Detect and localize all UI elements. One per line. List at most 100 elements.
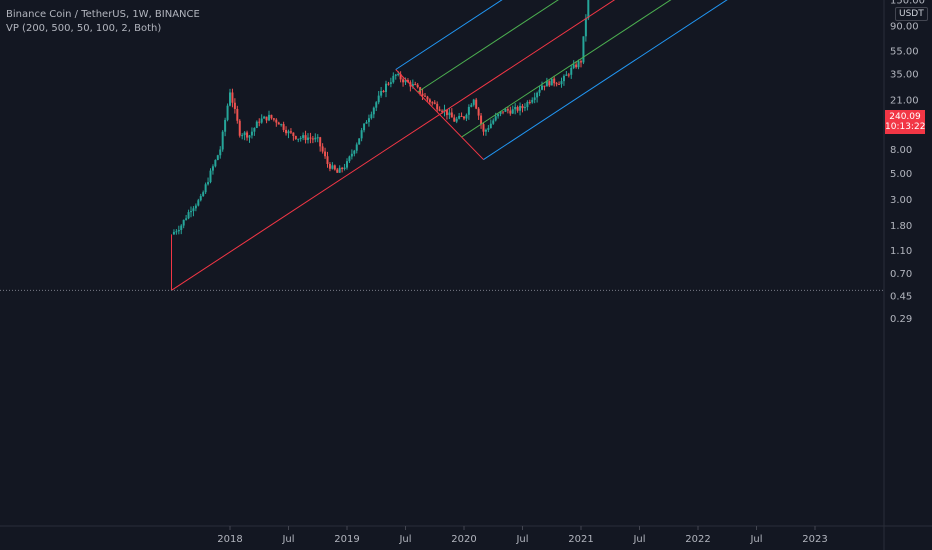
candle-body xyxy=(450,112,453,118)
candle-body xyxy=(338,167,341,173)
candle-body xyxy=(497,114,500,117)
candle-body xyxy=(514,107,517,110)
candle-body xyxy=(370,114,373,119)
candle-body xyxy=(304,135,307,140)
candle-body xyxy=(231,92,234,103)
y-tick-label: 1.80 xyxy=(890,221,912,232)
candle-body xyxy=(265,116,268,121)
candle-body xyxy=(324,151,327,157)
candle-body xyxy=(328,163,331,169)
horizontal-lines-layer xyxy=(0,289,884,291)
candle-body xyxy=(292,132,295,137)
candle-body xyxy=(277,122,280,125)
candle-body xyxy=(343,167,346,169)
candle-body xyxy=(236,108,239,121)
candle-body xyxy=(421,93,424,96)
candle-body xyxy=(509,110,512,114)
candle-body xyxy=(353,150,356,154)
candle-body xyxy=(177,229,180,232)
candle-body xyxy=(387,83,390,85)
candle-body xyxy=(287,131,290,134)
pitchfork-layer xyxy=(171,0,728,291)
pitchfork-tine xyxy=(395,0,503,70)
candle-body xyxy=(538,89,541,93)
candle-body xyxy=(572,64,575,68)
candle-body xyxy=(389,82,392,84)
candle-body xyxy=(523,107,526,109)
candle-body xyxy=(204,184,207,193)
symbol-title[interactable]: Binance Coin / TetherUS, 1W, BINANCE xyxy=(6,9,200,20)
candle-body xyxy=(580,61,582,63)
x-tick-label: 2023 xyxy=(802,534,827,545)
candle-body xyxy=(555,83,558,85)
y-tick-label: 8.00 xyxy=(890,145,912,156)
candle-body xyxy=(494,116,497,121)
candle-body xyxy=(229,92,231,106)
candle-body xyxy=(260,118,263,123)
candle-body xyxy=(543,85,546,87)
candle-body xyxy=(326,156,329,164)
candle-body xyxy=(192,208,195,212)
candle-body xyxy=(289,131,292,133)
candle-body xyxy=(238,120,241,136)
y-tick-label: 90.00 xyxy=(890,22,919,33)
candle-body xyxy=(248,135,251,138)
y-tick-label: 0.29 xyxy=(890,314,912,325)
candle-body xyxy=(375,102,378,108)
candle-body xyxy=(302,135,305,138)
candle-body xyxy=(560,81,563,85)
candle-body xyxy=(275,119,278,123)
pitchfork-tine xyxy=(483,0,728,160)
x-tick-label: Jul xyxy=(632,534,645,545)
candle-body xyxy=(504,109,507,112)
candle-body xyxy=(358,138,361,145)
candle-body xyxy=(224,119,227,132)
candle-body xyxy=(541,85,543,90)
candle-body xyxy=(562,75,565,82)
candle-body xyxy=(550,78,553,86)
candle-body xyxy=(216,155,219,161)
x-tick-label: Jul xyxy=(281,534,294,545)
candle-body xyxy=(372,107,375,115)
y-tick-label: 1.10 xyxy=(890,246,912,257)
candle-body xyxy=(431,102,434,104)
candle-body xyxy=(294,136,297,139)
price-axis[interactable]: 1000.00650.00410.00150.0090.0055.0035.00… xyxy=(890,0,931,325)
candle-body xyxy=(385,83,387,92)
pitchfork-median-line xyxy=(171,0,616,291)
currency-label[interactable]: USDT xyxy=(895,7,928,21)
x-tick-label: Jul xyxy=(398,534,411,545)
candle-body xyxy=(285,129,288,134)
candle-body xyxy=(584,18,587,37)
time-axis[interactable]: 2018 Jul 2019 Jul 2020 Jul 2021 Jul 2022 Jul 2023 xyxy=(217,526,828,545)
candle-body xyxy=(175,231,178,233)
candle-body xyxy=(233,102,236,109)
candle-body xyxy=(226,105,229,120)
candle-body xyxy=(348,156,351,162)
candle-body xyxy=(414,84,417,86)
candle-body xyxy=(567,74,570,76)
candle-body xyxy=(519,105,522,111)
candle-body xyxy=(211,166,214,171)
pitchfork-tine xyxy=(417,0,559,93)
indicator-legend[interactable]: VP (200, 500, 50, 100, 2, Both) xyxy=(6,23,162,34)
candle-body xyxy=(531,99,534,103)
y-tick-label: 0.45 xyxy=(890,292,912,303)
candle-body xyxy=(441,110,444,112)
bar-countdown: 10:13:22 xyxy=(885,122,926,132)
candle-body xyxy=(333,165,336,170)
candle-body xyxy=(253,127,256,132)
candle-body xyxy=(455,118,458,122)
y-tick-label: 0.70 xyxy=(890,269,912,280)
candle-body xyxy=(467,106,470,115)
candle-body xyxy=(207,182,210,185)
candle-body xyxy=(316,137,319,139)
candle-body xyxy=(402,79,405,83)
candle-body xyxy=(380,90,383,96)
candle-body xyxy=(558,83,561,85)
x-tick-label: 2021 xyxy=(568,534,593,545)
candle-body xyxy=(341,167,344,169)
candle-body xyxy=(382,90,385,92)
candle-body xyxy=(182,219,185,226)
